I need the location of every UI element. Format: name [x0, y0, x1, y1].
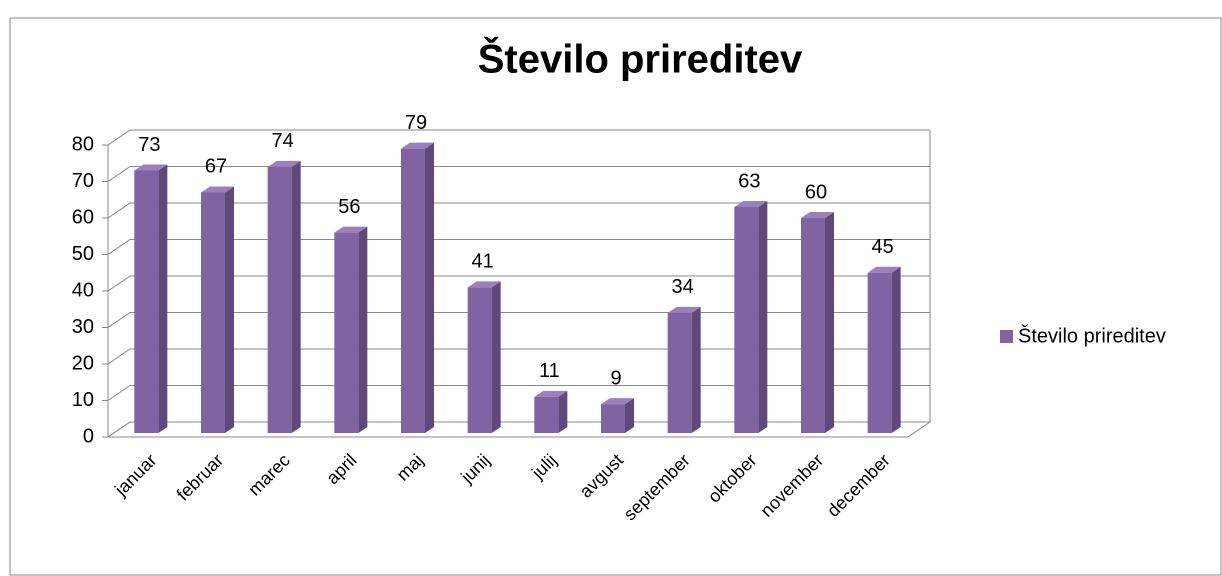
grid-line	[107, 385, 930, 401]
data-label: 74	[272, 130, 294, 152]
data-label: 60	[805, 181, 827, 203]
grid-line	[107, 202, 930, 219]
bar	[467, 281, 501, 433]
bar-top	[667, 306, 701, 313]
bar-side	[491, 281, 501, 433]
bar-top	[134, 164, 168, 171]
bar-top	[534, 390, 568, 397]
bar-front	[134, 170, 159, 434]
bar-side	[425, 142, 434, 433]
bar-front	[467, 287, 492, 433]
data-label: 67	[205, 156, 227, 178]
bar-side	[158, 164, 168, 434]
bar-top	[601, 398, 634, 405]
y-tick-label: 40	[72, 279, 94, 301]
bar-side	[225, 186, 234, 433]
y-tick-label: 70	[72, 170, 94, 192]
grid-line	[107, 312, 930, 328]
y-tick-label: 60	[72, 206, 94, 228]
bar	[867, 266, 901, 433]
bar-front	[801, 218, 825, 433]
bar-side	[558, 390, 568, 433]
grid-line	[107, 129, 930, 146]
y-tick-label: 0	[83, 425, 94, 447]
data-label: 11	[539, 360, 560, 382]
bar-front	[867, 272, 892, 433]
bar-top	[467, 281, 501, 288]
legend-swatch	[1000, 330, 1013, 343]
bar-side	[891, 266, 901, 433]
data-label: 41	[472, 251, 494, 273]
bar-side	[758, 201, 768, 433]
bar-front	[401, 148, 425, 433]
grid-line	[107, 239, 930, 255]
bar-top	[801, 212, 834, 218]
bar-side	[691, 306, 701, 433]
bar	[401, 142, 434, 433]
grid-line	[107, 421, 930, 438]
bar-front	[667, 312, 692, 433]
bar-side	[358, 226, 368, 433]
bar-top	[201, 186, 234, 193]
y-tick-label: 50	[72, 243, 94, 265]
bar	[734, 201, 768, 433]
grid-line	[107, 166, 930, 182]
bar-side	[625, 398, 634, 433]
bar-front	[601, 404, 625, 433]
bar-front	[734, 207, 759, 433]
bar-front	[534, 396, 559, 433]
data-label: 45	[872, 236, 894, 258]
bar-side	[291, 160, 301, 433]
data-label: 79	[405, 112, 427, 134]
data-label: 9	[610, 367, 621, 389]
bar-front	[334, 232, 359, 433]
data-label: 34	[672, 276, 694, 298]
y-tick-label: 80	[72, 133, 94, 155]
bar	[267, 160, 301, 433]
bar	[334, 226, 368, 433]
bar-top	[734, 201, 768, 208]
legend-label: Število prireditev	[1018, 324, 1166, 347]
data-label: 73	[138, 134, 160, 156]
bar	[667, 306, 701, 433]
bar-side	[825, 212, 834, 433]
bar-front	[201, 192, 225, 433]
data-label: 56	[338, 196, 360, 218]
grid-line	[107, 348, 930, 365]
y-tick-label: 30	[72, 316, 94, 338]
bar-front	[267, 166, 292, 433]
chart-title: Število prireditev	[478, 36, 803, 82]
bar	[534, 390, 568, 433]
bar-top	[334, 226, 368, 233]
bar-top	[867, 266, 901, 273]
bar	[201, 186, 234, 433]
y-tick-label: 10	[72, 389, 94, 411]
data-label: 63	[738, 170, 760, 192]
bar	[134, 164, 168, 434]
bar-top	[401, 142, 434, 149]
y-tick-label: 20	[72, 352, 94, 374]
bar	[601, 398, 634, 433]
grid-line	[107, 275, 930, 292]
bar-top	[267, 160, 301, 167]
bar	[801, 212, 834, 433]
